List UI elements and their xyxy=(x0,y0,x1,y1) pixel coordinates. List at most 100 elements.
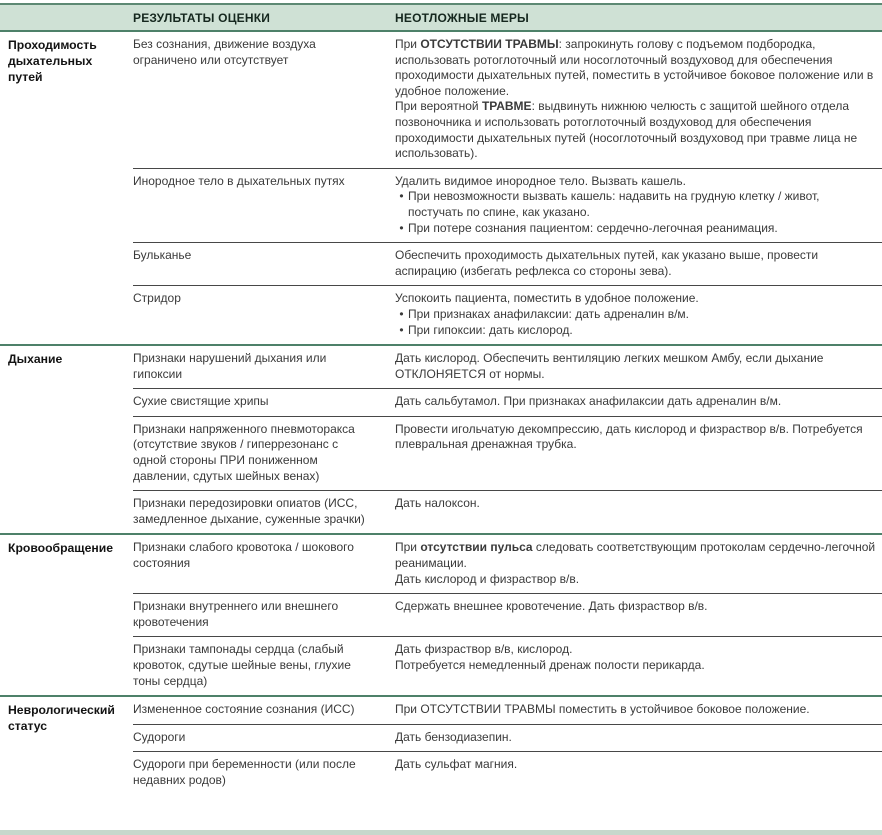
measures-cell: Дать сальбутамол. При признаках анафилак… xyxy=(395,389,882,416)
measure-text: Дать налоксон. xyxy=(395,496,480,511)
bullet-item: • При гипоксии: дать кислород. xyxy=(395,323,876,339)
table-row: Признаки нарушений дыхания или гипоксии Д… xyxy=(133,346,882,388)
measures-cell: Удалить видимое инородное тело. Вызвать … xyxy=(395,169,882,242)
measure-text: Дать кислород. Обеспечить вентиляцию лег… xyxy=(395,351,824,381)
assessment-cell: Без сознания, движение воздуха ограничен… xyxy=(133,37,316,67)
section-label: Неврологический статус xyxy=(8,703,115,734)
measure-paragraph: При ОТСУТСТВИИ ТРАВМЫ: запрокинуть голов… xyxy=(395,37,876,99)
measures-cell: При ОТСУТСТВИИ ТРАВМЫ поместить в устойч… xyxy=(395,697,882,724)
measure-text: При ОТСУТСТВИИ ТРАВМЫ поместить в устойч… xyxy=(395,702,810,717)
measure-text: При признаках анафилаксии: дать адренали… xyxy=(408,306,689,321)
measure-text: При вероятной ТРАВМЕ: выдвинуть нижнюю ч… xyxy=(395,99,858,161)
measure-paragraph: Успокоить пациента, поместить в удобное … xyxy=(395,291,876,307)
table-row: Инородное тело в дыхательных путях Удалит… xyxy=(133,167,882,242)
bullet-item: • При потере сознания пациентом: сердечно… xyxy=(395,221,876,237)
measure-text: Успокоить пациента, поместить в удобное … xyxy=(395,291,699,306)
measure-paragraph: При ОТСУТСТВИИ ТРАВМЫ поместить в устойч… xyxy=(395,702,876,718)
next-table-edge xyxy=(0,830,882,835)
measure-text: Дать кислород и физраствор в/в. xyxy=(395,571,580,586)
measure-text: Дать сальбутамол. При признаках анафилак… xyxy=(395,394,782,409)
table-row: Признаки передозировки опиатов (ИСС, зам… xyxy=(133,490,882,533)
measures-cell: Дать физраствор в/в, кислород. Потребуетс… xyxy=(395,637,882,695)
table-row: Бульканье Обеспечить проходимость дыхател… xyxy=(133,242,882,285)
bullet-item: • При признаках анафилаксии: дать адренал… xyxy=(395,307,876,323)
section-rows: Признаки слабого кровотока / шокового со… xyxy=(133,535,882,695)
table-row: Признаки тампонады сердца (слабый кровот… xyxy=(133,636,882,695)
section: Дыхание Признаки нарушений дыхания или ги… xyxy=(0,344,882,533)
measures-cell: При ОТСУТСТВИИ ТРАВМЫ: запрокинуть голов… xyxy=(395,32,882,168)
assessment-cell: Признаки внутреннего или внешнего кровот… xyxy=(133,599,339,629)
measure-text: Потребуется немедленный дренаж полости п… xyxy=(395,658,705,672)
table-body: Проходимость дыхательных путей Без сознан… xyxy=(0,32,882,795)
bullet-icon: • xyxy=(399,322,404,337)
table-row: Судороги при беременности (или после нед… xyxy=(133,751,882,794)
table-row: Измененное состояние сознания (ИСС) При О… xyxy=(133,697,882,724)
measure-text: Дать физраствор в/в, кислород. xyxy=(395,642,573,657)
measure-paragraph: Дать физраствор в/в, кислород. xyxy=(395,642,876,658)
measures-cell: При отсутствии пульса следовать соответс… xyxy=(395,535,882,593)
bullet-icon: • xyxy=(399,220,404,235)
measure-text: При ОТСУТСТВИИ ТРАВМЫ: запрокинуть голов… xyxy=(395,37,874,98)
assessment-cell: Признаки напряженного пневмоторакса (отс… xyxy=(133,421,355,483)
measure-paragraph: Дать кислород и физраствор в/в. xyxy=(395,572,876,588)
assessment-cell: Судороги при беременности (или после нед… xyxy=(133,757,356,787)
bullet-item: • При невозможности вызвать кашель: надав… xyxy=(395,189,876,220)
measure-text: При потере сознания пациентом: сердечно-… xyxy=(408,220,778,235)
measure-paragraph: Удалить видимое инородное тело. Вызвать … xyxy=(395,174,876,190)
table-row: Признаки напряженного пневмоторакса (отс… xyxy=(133,415,882,490)
header-cell-measures: НЕОТЛОЖНЫЕ МЕРЫ xyxy=(395,10,529,25)
measure-paragraph: Потребуется немедленный дренаж полости п… xyxy=(395,658,876,674)
measure-text: Дать сульфат магния. xyxy=(395,757,518,772)
header-cell-assessment: РЕЗУЛЬТАТЫ ОЦЕНКИ xyxy=(133,10,271,25)
measure-text: При отсутствии пульса следовать соответс… xyxy=(395,540,876,571)
measure-text: При невозможности вызвать кашель: надави… xyxy=(408,189,820,219)
measure-text: Дать бензодиазепин. xyxy=(395,729,512,744)
assessment-cell: Сухие свистящие хрипы xyxy=(133,394,269,409)
section-label: Дыхание xyxy=(8,352,63,367)
section-label: Проходимость дыхательных путей xyxy=(8,38,97,84)
assessment-cell: Стридор xyxy=(133,291,181,306)
assessment-cell: Измененное состояние сознания (ИСС) xyxy=(133,702,355,717)
table-row: Без сознания, движение воздуха ограничен… xyxy=(133,32,882,168)
section-rows: Без сознания, движение воздуха ограничен… xyxy=(133,32,882,344)
measure-paragraph: Дать сальбутамол. При признаках анафилак… xyxy=(395,394,876,410)
measure-paragraph: Дать кислород. Обеспечить вентиляцию лег… xyxy=(395,351,876,382)
measure-paragraph: Обеспечить проходимость дыхательных путе… xyxy=(395,248,876,279)
assessment-cell: Признаки слабого кровотока / шокового со… xyxy=(133,540,354,571)
section-label: Кровообращение xyxy=(8,541,113,556)
measures-cell: Дать сульфат магния. xyxy=(395,752,882,794)
assessment-cell: Признаки передозировки опиатов (ИСС, зам… xyxy=(133,496,365,526)
section-rows: Измененное состояние сознания (ИСС) При О… xyxy=(133,697,882,794)
measure-paragraph: Дать бензодиазепин. xyxy=(395,730,876,746)
section: Проходимость дыхательных путей Без сознан… xyxy=(0,32,882,344)
table-row: Признаки внутреннего или внешнего кровот… xyxy=(133,593,882,636)
assessment-cell: Судороги xyxy=(133,729,186,744)
measure-paragraph: Дать налоксон. xyxy=(395,496,876,512)
table-row: Сухие свистящие хрипы Дать сальбутамол. П… xyxy=(133,388,882,416)
measures-cell: Сдержать внешнее кровотечение. Дать физр… xyxy=(395,594,882,636)
measures-cell: Провести игольчатую декомпрессию, дать к… xyxy=(395,417,882,490)
measure-paragraph: При отсутствии пульса следовать соответс… xyxy=(395,540,876,571)
measure-paragraph: Дать сульфат магния. xyxy=(395,757,876,773)
measures-cell: Обеспечить проходимость дыхательных путе… xyxy=(395,243,882,285)
table-row: Судороги Дать бензодиазепин. xyxy=(133,723,882,752)
measures-cell: Дать бензодиазепин. xyxy=(395,725,882,752)
measure-text: Удалить видимое инородное тело. Вызвать … xyxy=(395,173,686,188)
measure-paragraph: Провести игольчатую декомпрессию, дать к… xyxy=(395,422,876,453)
bullet-icon: • xyxy=(399,306,404,321)
assessment-cell: Бульканье xyxy=(133,248,192,263)
assessment-cell: Инородное тело в дыхательных путях xyxy=(133,173,345,188)
measure-text: Провести игольчатую декомпрессию, дать к… xyxy=(395,421,863,452)
section: Кровообращение Признаки слабого кровотока… xyxy=(0,533,882,695)
measures-cell: Успокоить пациента, поместить в удобное … xyxy=(395,286,882,344)
assessment-cell: Признаки нарушений дыхания или гипоксии xyxy=(133,351,327,381)
section: Неврологический статус Измененное состоян… xyxy=(0,695,882,794)
table-row: Признаки слабого кровотока / шокового со… xyxy=(133,535,882,593)
section-rows: Признаки нарушений дыхания или гипоксии Д… xyxy=(133,346,882,533)
measures-cell: Дать налоксон. xyxy=(395,491,882,533)
bullet-icon: • xyxy=(399,189,404,204)
measure-text: При гипоксии: дать кислород. xyxy=(408,322,573,337)
measure-paragraph: Сдержать внешнее кровотечение. Дать физр… xyxy=(395,599,876,615)
table-row: Стридор Успокоить пациента, поместить в у… xyxy=(133,285,882,344)
